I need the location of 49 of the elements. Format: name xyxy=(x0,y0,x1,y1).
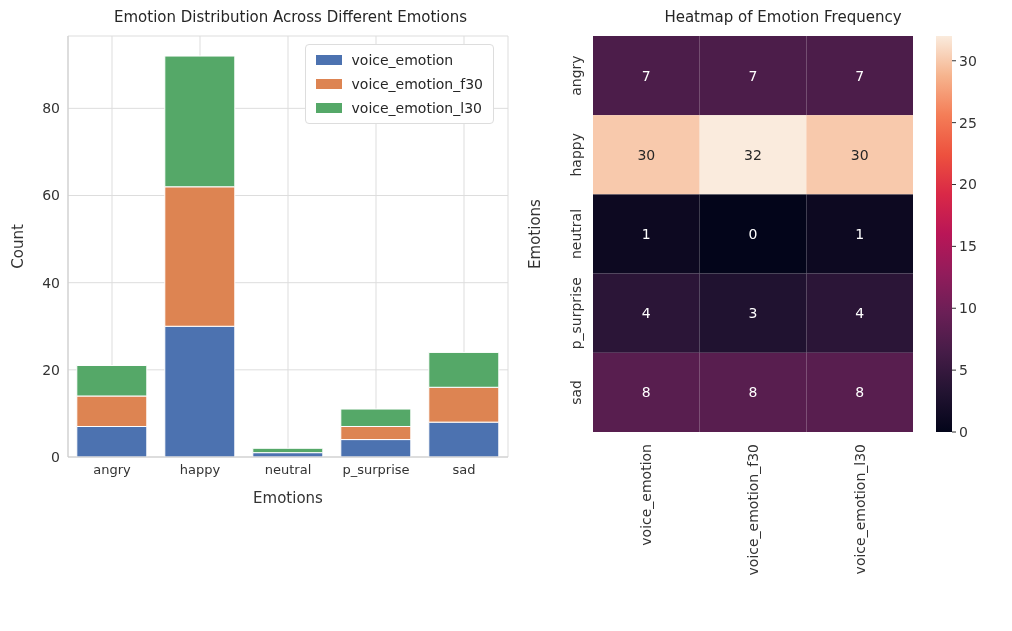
data-label: 32 xyxy=(744,146,762,163)
x-axis-title: Emotions xyxy=(253,489,324,507)
y-tick-label: p_surprise xyxy=(568,277,584,350)
y-tick-label: neutral xyxy=(568,208,584,260)
bar xyxy=(252,447,324,454)
x-tick-label: sad xyxy=(452,462,476,478)
data-label: 1 xyxy=(855,225,865,242)
y-tick-label: 20 xyxy=(42,361,60,378)
data-label: 8 xyxy=(748,384,758,401)
data-label: 7 xyxy=(641,67,651,84)
data-label: 1 xyxy=(641,225,651,242)
color-bar-label: 30 xyxy=(959,52,977,69)
legend-label: voice_emotion xyxy=(351,51,454,70)
data-label: 3 xyxy=(748,305,758,322)
y-tick-label: happy xyxy=(568,133,584,177)
y-tick-label: 0 xyxy=(51,448,60,465)
y-tick-label: angry xyxy=(568,55,584,96)
y-axis-title: Emotions xyxy=(526,198,545,269)
data-label: 0 xyxy=(748,225,758,242)
y-tick-label: 80 xyxy=(42,100,60,117)
data-label: 7 xyxy=(855,67,865,84)
color-bar-label: 20 xyxy=(959,176,977,193)
color-bar-label: 5 xyxy=(959,362,968,379)
x-tick-label: neutral xyxy=(264,462,312,478)
data-label: 4 xyxy=(855,305,865,322)
x-tick-label: voice_emotion_l30 xyxy=(851,444,868,575)
y-tick-label: 60 xyxy=(42,187,60,204)
y-axis-title: Count xyxy=(9,224,28,269)
data-label: 30 xyxy=(637,146,656,163)
data-label: 8 xyxy=(855,384,865,401)
x-tick-label: voice_emotion xyxy=(638,444,655,546)
x-tick-label: angry xyxy=(93,462,132,478)
chart-title: Heatmap of Emotion Frequency xyxy=(663,8,903,28)
color-bar-label: 0 xyxy=(959,423,968,440)
color-bar-label: 15 xyxy=(959,238,977,255)
legend-label: voice_emotion_f30 xyxy=(351,75,483,94)
y-tick-label: sad xyxy=(568,380,584,405)
data-label: 4 xyxy=(641,305,651,322)
data-label: 7 xyxy=(748,67,758,84)
x-tick-label: happy xyxy=(179,462,221,478)
color-bar-label: 25 xyxy=(959,114,977,131)
data-label: 8 xyxy=(641,384,651,401)
color-bar-label: 10 xyxy=(959,300,977,317)
x-tick-label: p_surprise xyxy=(342,462,410,478)
data-label: 30 xyxy=(850,146,869,163)
chart-title: Emotion Distribution Across Different Emotions xyxy=(113,8,468,28)
y-tick-label: 40 xyxy=(42,274,60,291)
x-tick-label: voice_emotion_f30 xyxy=(744,444,761,576)
legend-label: voice_emotion_l30 xyxy=(351,99,482,118)
